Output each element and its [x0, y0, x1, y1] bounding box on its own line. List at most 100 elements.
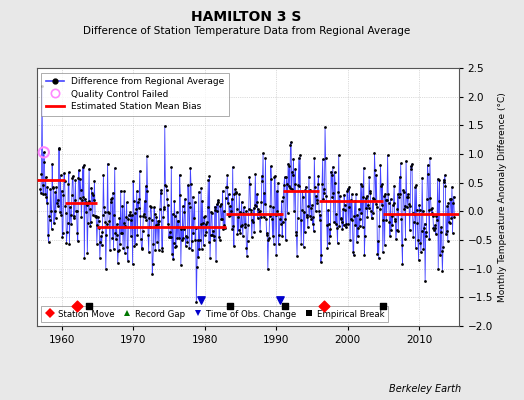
Point — [359, 164, 368, 171]
Point — [438, 248, 446, 254]
Text: Berkeley Earth: Berkeley Earth — [389, 384, 461, 394]
Point — [397, 216, 406, 223]
Point — [352, 191, 360, 197]
Point — [302, 214, 311, 220]
Point — [101, 209, 109, 216]
Point — [193, 264, 201, 270]
Point — [324, 221, 333, 227]
Point — [129, 198, 138, 204]
Point — [292, 229, 300, 236]
Point — [42, 199, 51, 206]
Point — [90, 197, 98, 204]
Point — [171, 212, 179, 219]
Point — [69, 215, 78, 222]
Point — [73, 230, 81, 237]
Point — [443, 203, 451, 209]
Point — [270, 240, 278, 247]
Point — [244, 222, 253, 229]
Point — [447, 215, 455, 222]
Point — [157, 187, 166, 193]
Point — [219, 226, 227, 232]
Point — [377, 183, 385, 190]
Point — [161, 182, 170, 188]
Point — [191, 236, 199, 243]
Point — [239, 210, 248, 216]
Point — [444, 200, 453, 206]
Point — [155, 247, 163, 253]
Point — [111, 165, 119, 171]
Point — [198, 198, 206, 204]
Point — [337, 216, 345, 222]
Point — [40, 158, 49, 165]
Point — [160, 204, 168, 210]
Point — [224, 200, 232, 206]
Point — [75, 195, 84, 202]
Point — [371, 167, 379, 174]
Point — [153, 238, 161, 245]
Point — [225, 203, 234, 210]
Point — [53, 196, 62, 203]
Point — [74, 175, 83, 181]
Point — [54, 146, 63, 152]
Point — [396, 191, 405, 197]
Point — [291, 165, 299, 172]
Point — [399, 187, 407, 193]
Point — [395, 173, 403, 180]
Point — [114, 260, 122, 266]
Point — [368, 195, 377, 201]
Point — [163, 221, 172, 228]
Point — [93, 240, 101, 247]
Point — [377, 202, 386, 208]
Point — [358, 224, 367, 230]
Point — [49, 184, 58, 191]
Point — [293, 215, 302, 222]
Point — [266, 202, 275, 209]
Point — [63, 220, 72, 226]
Point — [268, 233, 277, 240]
Point — [159, 206, 168, 212]
Point — [188, 238, 196, 244]
Point — [154, 218, 162, 225]
Point — [271, 212, 280, 218]
Point — [198, 245, 206, 252]
Point — [341, 202, 349, 208]
Point — [298, 207, 306, 214]
Point — [162, 187, 171, 194]
Point — [266, 213, 274, 219]
Point — [56, 172, 64, 178]
Point — [315, 208, 323, 215]
Point — [364, 205, 373, 211]
Point — [128, 261, 137, 268]
Point — [325, 240, 333, 246]
Point — [110, 246, 118, 252]
Point — [406, 227, 414, 233]
Point — [40, 149, 48, 156]
Point — [276, 210, 285, 217]
Point — [80, 255, 89, 262]
Point — [103, 221, 111, 227]
Point — [286, 142, 294, 148]
Point — [168, 250, 176, 257]
Point — [151, 247, 159, 254]
Point — [220, 221, 228, 228]
Point — [136, 168, 144, 174]
Point — [112, 221, 121, 228]
Point — [116, 187, 125, 194]
Point — [67, 212, 75, 218]
Point — [50, 208, 59, 214]
Point — [257, 199, 266, 206]
Point — [421, 278, 429, 284]
Point — [187, 181, 195, 187]
Point — [200, 214, 208, 220]
Point — [274, 180, 282, 186]
Point — [272, 252, 280, 258]
Point — [86, 219, 95, 226]
Point — [284, 160, 292, 167]
Point — [332, 221, 340, 227]
Point — [47, 208, 55, 214]
Point — [283, 181, 291, 188]
Point — [259, 150, 267, 156]
Point — [386, 196, 395, 202]
Point — [365, 174, 373, 180]
Point — [109, 190, 117, 196]
